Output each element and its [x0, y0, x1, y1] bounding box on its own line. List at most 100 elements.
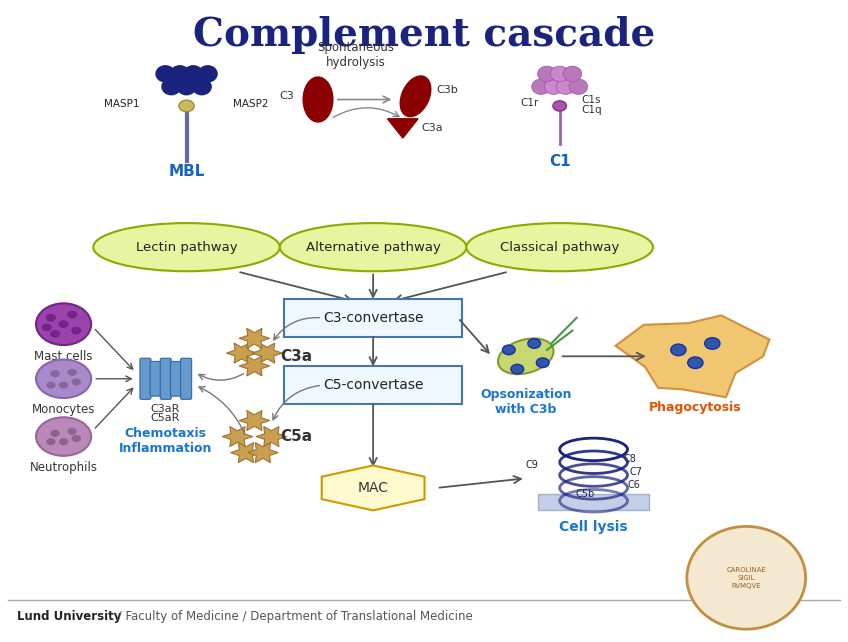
- Ellipse shape: [527, 339, 541, 348]
- Polygon shape: [239, 328, 270, 349]
- Text: Lectin pathway: Lectin pathway: [136, 241, 237, 254]
- Text: Lund University: Lund University: [17, 610, 121, 623]
- Text: Complement cascade: Complement cascade: [192, 16, 656, 55]
- Text: MAC: MAC: [358, 481, 388, 495]
- Ellipse shape: [198, 66, 217, 82]
- Text: Chemotaxis
Inflammation: Chemotaxis Inflammation: [119, 427, 212, 455]
- Ellipse shape: [556, 79, 575, 94]
- Polygon shape: [388, 119, 418, 138]
- FancyBboxPatch shape: [284, 366, 462, 404]
- FancyBboxPatch shape: [538, 494, 649, 510]
- Text: C1: C1: [549, 154, 571, 169]
- Ellipse shape: [466, 223, 653, 271]
- Polygon shape: [256, 426, 287, 447]
- Text: Classical pathway: Classical pathway: [500, 241, 619, 254]
- Ellipse shape: [498, 338, 554, 374]
- Text: C1q: C1q: [581, 105, 601, 116]
- Text: C6: C6: [628, 480, 640, 490]
- Ellipse shape: [179, 100, 194, 112]
- FancyBboxPatch shape: [140, 358, 151, 399]
- Ellipse shape: [36, 303, 92, 345]
- Ellipse shape: [536, 358, 550, 367]
- Text: CAROLINAE
SIGIL
RVMQVE: CAROLINAE SIGIL RVMQVE: [726, 567, 767, 589]
- Text: C9: C9: [526, 460, 538, 471]
- Polygon shape: [248, 442, 278, 463]
- Text: Phagocytosis: Phagocytosis: [649, 401, 742, 414]
- Ellipse shape: [510, 365, 523, 374]
- Ellipse shape: [67, 369, 76, 376]
- Ellipse shape: [36, 360, 92, 398]
- Ellipse shape: [184, 66, 203, 82]
- Ellipse shape: [705, 338, 720, 349]
- Text: / Faculty of Medicine / Department of Translational Medicine: / Faculty of Medicine / Department of Tr…: [114, 610, 473, 623]
- Ellipse shape: [532, 79, 550, 94]
- FancyBboxPatch shape: [160, 358, 171, 399]
- Text: C3-convertase: C3-convertase: [323, 311, 423, 325]
- Text: MBL: MBL: [169, 164, 204, 178]
- Ellipse shape: [51, 370, 59, 377]
- Ellipse shape: [400, 76, 431, 117]
- Ellipse shape: [67, 311, 77, 318]
- Ellipse shape: [569, 79, 588, 94]
- Text: C5a: C5a: [280, 429, 312, 444]
- Ellipse shape: [563, 66, 582, 82]
- Text: C5aR: C5aR: [151, 413, 180, 423]
- Text: Alternative pathway: Alternative pathway: [305, 241, 441, 254]
- Ellipse shape: [544, 79, 563, 94]
- Ellipse shape: [50, 330, 60, 338]
- Ellipse shape: [71, 379, 81, 385]
- Ellipse shape: [59, 381, 68, 389]
- Ellipse shape: [51, 430, 59, 437]
- Text: C8: C8: [623, 454, 636, 464]
- Ellipse shape: [46, 314, 56, 322]
- Ellipse shape: [42, 324, 52, 331]
- Text: Mast cells: Mast cells: [35, 350, 92, 363]
- Ellipse shape: [59, 438, 68, 446]
- Ellipse shape: [46, 381, 55, 389]
- Ellipse shape: [192, 78, 211, 94]
- Polygon shape: [252, 343, 282, 363]
- Ellipse shape: [71, 327, 81, 334]
- FancyBboxPatch shape: [170, 361, 181, 396]
- Polygon shape: [239, 356, 270, 376]
- Polygon shape: [222, 426, 253, 447]
- Ellipse shape: [59, 320, 69, 328]
- Text: C3b: C3b: [437, 85, 459, 95]
- Ellipse shape: [156, 66, 175, 82]
- Text: Spontaneous
hydrolysis: Spontaneous hydrolysis: [318, 40, 394, 69]
- Polygon shape: [226, 343, 257, 363]
- Text: Opsonization
with C3b: Opsonization with C3b: [480, 388, 572, 417]
- FancyBboxPatch shape: [284, 299, 462, 337]
- Ellipse shape: [280, 223, 466, 271]
- Text: C3a: C3a: [280, 349, 312, 364]
- Ellipse shape: [177, 78, 196, 94]
- Text: C3aR: C3aR: [151, 404, 180, 415]
- Text: MASP2: MASP2: [233, 99, 269, 109]
- Ellipse shape: [550, 66, 569, 82]
- Ellipse shape: [46, 438, 55, 446]
- FancyBboxPatch shape: [181, 358, 192, 399]
- Ellipse shape: [170, 66, 189, 82]
- Text: Neutrophils: Neutrophils: [30, 461, 98, 474]
- Polygon shape: [231, 442, 261, 463]
- Text: C3: C3: [280, 91, 294, 101]
- Text: C7: C7: [629, 467, 642, 477]
- Polygon shape: [616, 315, 769, 397]
- Polygon shape: [321, 465, 425, 510]
- Text: C5-convertase: C5-convertase: [323, 378, 423, 392]
- Ellipse shape: [304, 77, 332, 122]
- Text: Monocytes: Monocytes: [32, 403, 95, 416]
- Ellipse shape: [688, 357, 703, 369]
- Text: Cell lysis: Cell lysis: [560, 520, 628, 534]
- Text: C5b: C5b: [576, 489, 594, 499]
- Ellipse shape: [162, 78, 181, 94]
- Ellipse shape: [93, 223, 280, 271]
- Polygon shape: [239, 410, 270, 431]
- Ellipse shape: [553, 101, 566, 111]
- Text: C3a: C3a: [421, 123, 444, 134]
- Ellipse shape: [71, 435, 81, 442]
- FancyBboxPatch shape: [150, 361, 161, 396]
- Ellipse shape: [687, 526, 806, 629]
- Ellipse shape: [36, 417, 92, 456]
- Ellipse shape: [671, 344, 686, 356]
